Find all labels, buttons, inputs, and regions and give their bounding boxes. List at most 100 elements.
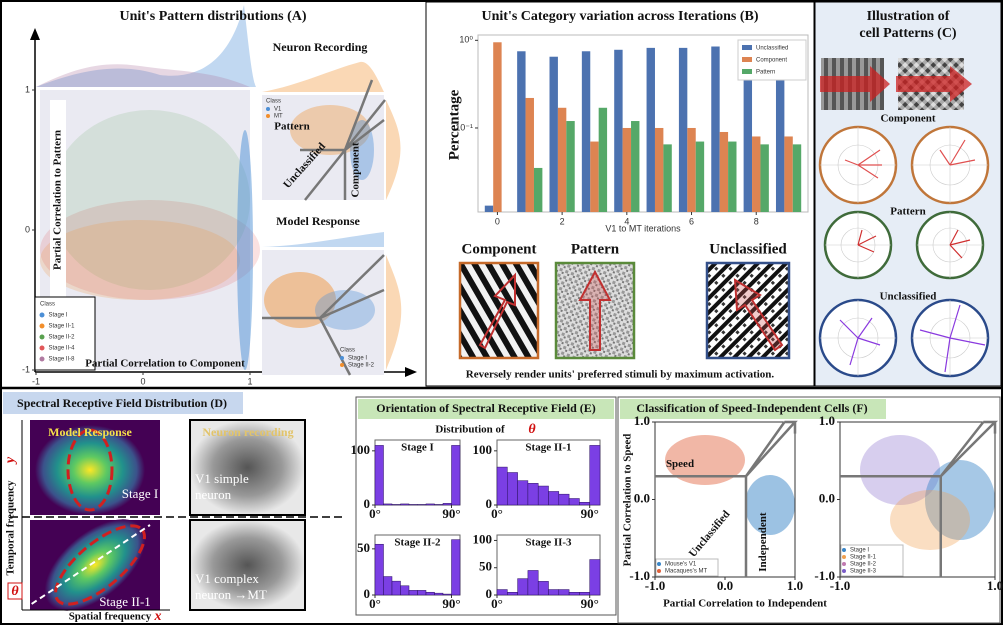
bar <box>623 128 631 212</box>
histogram-bar <box>569 592 579 595</box>
y-tick-label: 100 <box>473 531 493 546</box>
label: neuron →MT <box>195 587 267 602</box>
legend-marker <box>657 562 661 566</box>
legend-label: Stage I <box>348 356 367 362</box>
histogram-bar <box>426 592 435 595</box>
y-tick-label: 0 <box>364 586 371 601</box>
x-tick-label: 1.0 <box>987 578 1003 593</box>
histogram-bar <box>452 540 461 595</box>
bar <box>558 108 566 212</box>
legend-label: Pattern <box>756 70 775 76</box>
x-tick-label: 0.0 <box>717 578 733 593</box>
histogram-bar <box>590 445 600 505</box>
histogram-bar <box>507 473 517 506</box>
y-axis-label: Partial Correlation to Pattern <box>52 130 64 270</box>
y-tick-label: 10⁰ <box>459 35 473 45</box>
bar <box>687 128 695 212</box>
bar <box>631 121 639 212</box>
angle-symbol: θ <box>11 584 19 599</box>
arrow-head <box>30 28 40 40</box>
histogram-title: Stage I <box>401 442 434 454</box>
y-tick-label: 0 <box>486 496 493 511</box>
legend-title: Class <box>40 302 55 308</box>
histogram-bar <box>409 504 418 505</box>
legend-label: Component <box>756 58 787 64</box>
y-tick-label: 50 <box>357 540 370 555</box>
legend-marker <box>657 569 661 573</box>
cloud <box>237 130 253 370</box>
x-tick-label: 0 <box>495 216 500 226</box>
x-tick-label: 2 <box>560 216 565 226</box>
bar <box>752 136 760 212</box>
bar <box>728 142 736 212</box>
histogram-bar <box>497 590 507 595</box>
figure: Unit's Pattern distributions (A)-101-101… <box>0 0 1003 625</box>
y-tick-label: -1.0 <box>629 568 650 583</box>
bar <box>493 42 501 212</box>
histogram-title: Stage II-1 <box>525 442 571 454</box>
histogram-bar <box>443 594 452 595</box>
y-tick-label: 100 <box>351 442 371 457</box>
row-label: Pattern <box>890 206 925 218</box>
label: V1 complex <box>195 571 259 586</box>
histogram-bar <box>401 586 410 595</box>
image-label: Pattern <box>571 241 620 257</box>
panel-title: Spectral Receptive Field Distribution (D… <box>17 396 227 410</box>
region-label: Component <box>350 142 362 197</box>
inset-title: Model Response <box>276 214 360 228</box>
histogram-bar <box>418 504 427 505</box>
legend-label: V1 <box>274 107 282 113</box>
histogram-bar <box>443 503 452 505</box>
histogram-bar <box>375 445 384 505</box>
subtitle: Distribution of <box>435 424 505 436</box>
marginal-density <box>262 232 384 247</box>
y-tick-label: -1.0 <box>814 568 835 583</box>
x-tick-label: 8 <box>754 216 759 226</box>
x-tick-label: 1.0 <box>787 578 803 593</box>
y-tick-label: 1.0 <box>819 413 835 428</box>
legend-swatch <box>742 69 752 74</box>
region-label: Speed <box>666 458 694 470</box>
y-tick-label: 0 <box>25 224 30 234</box>
x-tick-label: -1 <box>32 376 40 386</box>
legend-marker <box>266 107 270 111</box>
histogram-bar <box>579 502 589 505</box>
x-axis-label: Partial Correlation to Independent <box>663 598 827 610</box>
legend-label: Unclassified <box>756 46 788 52</box>
histogram-title: Stage II-3 <box>525 537 572 549</box>
bar <box>655 128 663 212</box>
bar <box>534 168 542 212</box>
bar <box>679 48 687 212</box>
legend-swatch <box>742 45 752 50</box>
bar <box>582 51 590 212</box>
bar <box>526 98 534 212</box>
legend-marker <box>842 569 846 573</box>
histogram-title: Stage II-2 <box>394 537 441 549</box>
histogram-bar <box>435 504 444 505</box>
x-axis-symbol: x <box>154 609 162 624</box>
y-axis-label: Partial Correlation to Speed <box>622 434 634 567</box>
image-label: Component <box>461 241 536 257</box>
x-tick-label: 90° <box>442 506 460 521</box>
y-axis-symbol: y <box>3 456 18 465</box>
y-tick-label: 0 <box>486 586 493 601</box>
panel-title: Unit's Pattern distributions (A) <box>119 9 306 24</box>
legend-label: Stage II-2 <box>850 562 877 568</box>
histogram-bar <box>538 581 548 595</box>
legend-label: Stage II-4 <box>49 346 76 352</box>
histogram-bar <box>452 445 461 505</box>
legend-title: Class <box>340 348 355 354</box>
legend-marker <box>40 313 45 318</box>
y-tick-label: 1 <box>25 84 30 94</box>
marginal-density <box>386 100 400 200</box>
histogram-bar <box>549 491 559 505</box>
arrow-head <box>405 367 417 377</box>
histogram-bar <box>384 577 393 595</box>
cloud <box>40 220 240 300</box>
x-tick-label: 0° <box>369 596 381 611</box>
histogram-bar <box>518 579 528 595</box>
panel-title: Illustration of <box>867 9 950 24</box>
x-tick-label: 6 <box>689 216 694 226</box>
label: Stage II-1 <box>99 594 151 609</box>
histogram-bar <box>559 590 569 595</box>
